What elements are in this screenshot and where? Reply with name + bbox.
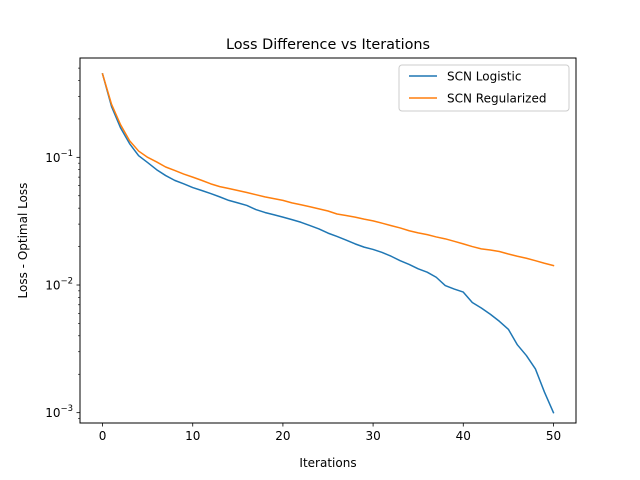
legend-label-scn-logistic: SCN Logistic	[447, 70, 521, 84]
legend: SCN Logistic SCN Regularized	[398, 64, 570, 112]
chart-title: Loss Difference vs Iterations	[226, 37, 430, 53]
y-axis: 10−3 10−2 10−1	[45, 67, 80, 420]
legend-label-scn-regularized: SCN Regularized	[447, 92, 546, 106]
y-tick-label: 10−2	[45, 277, 73, 293]
y-axis-label: Loss - Optimal Loss	[16, 183, 30, 299]
y-tick-label: 10−3	[45, 404, 73, 420]
x-tick-label: 30	[365, 429, 380, 443]
x-tick-label: 40	[456, 429, 471, 443]
x-axis: 0 10 20 30 40 50	[99, 423, 561, 443]
series-layer	[101, 73, 555, 414]
x-axis-label: Iterations	[299, 456, 356, 470]
x-tick-label: 0	[99, 429, 107, 443]
plot-frame	[79, 57, 577, 424]
y-tick-label: 10−1	[45, 149, 73, 165]
legend-box	[398, 64, 570, 112]
x-tick-label: 50	[546, 429, 561, 443]
series-line-scn-regularized	[101, 73, 555, 267]
series-line-scn-logistic	[101, 73, 555, 414]
x-tick-label: 20	[275, 429, 290, 443]
x-tick-label: 10	[185, 429, 200, 443]
